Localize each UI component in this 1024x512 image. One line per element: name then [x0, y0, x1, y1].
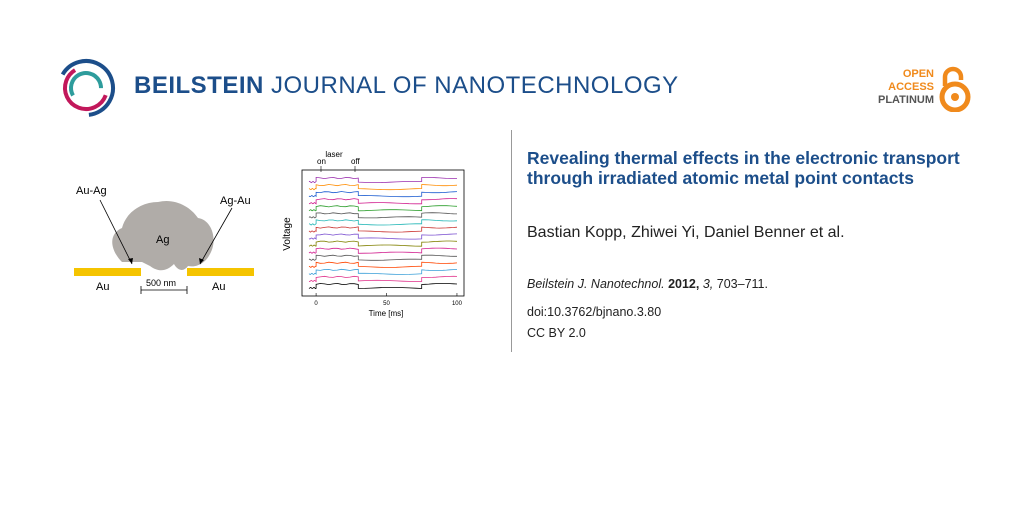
voltage-trace — [308, 247, 458, 254]
junction-schematic: Au-Ag Ag-Au Ag Au Au 500 nm — [74, 185, 254, 294]
plot-frame — [301, 169, 465, 297]
voltage-trace — [308, 212, 458, 219]
x-ticks: 0 50 100 — [314, 293, 463, 307]
label-ag-au: Ag-Au — [220, 195, 251, 207]
vertical-divider — [511, 130, 512, 352]
au-electrode-left — [74, 268, 141, 276]
y-axis-label: Voltage — [282, 217, 293, 251]
voltage-trace — [308, 233, 458, 240]
article-doi[interactable]: doi:10.3762/bjnano.3.80 — [527, 305, 662, 319]
voltage-trace — [308, 176, 457, 184]
journal-name-bold: BEILSTEIN — [134, 72, 264, 99]
ag-particle — [112, 200, 214, 271]
citation-year: 2012, — [668, 277, 700, 291]
voltage-trace — [308, 184, 458, 191]
voltage-trace — [308, 275, 458, 283]
voltage-trace — [308, 191, 458, 198]
article-title[interactable]: Revealing thermal effects in the electro… — [527, 148, 960, 188]
x-tick-label: 0 — [314, 301, 318, 307]
beilstein-logo-icon — [57, 59, 115, 117]
voltage-trace — [308, 254, 457, 261]
voltage-time-plot: 0 50 100 Time [ms] Voltage laser on off — [282, 150, 465, 318]
voltage-trace — [308, 261, 458, 268]
traces — [308, 176, 458, 290]
label-au-ag: Au-Ag — [76, 185, 107, 197]
open-access-badge: OPEN ACCESS PLATINUM — [870, 66, 980, 116]
au-electrode-right — [187, 268, 254, 276]
open-access-line-3: PLATINUM — [877, 94, 934, 106]
x-tick-label: 50 — [383, 301, 390, 307]
article-license[interactable]: CC BY 2.0 — [527, 326, 586, 340]
journal-name: BEILSTEIN JOURNAL OF NANOTECHNOLOGY — [134, 72, 679, 100]
annotation-off: off — [351, 157, 361, 166]
open-access-line-2: ACCESS — [888, 81, 934, 93]
article-authors: Bastian Kopp, Zhiwei Yi, Daniel Benner e… — [527, 224, 845, 241]
label-au-left: Au — [96, 281, 109, 293]
voltage-trace — [308, 282, 458, 290]
article-citation: Beilstein J. Nanotechnol. 2012, 3, 703–7… — [527, 277, 768, 291]
voltage-trace — [308, 205, 458, 212]
x-axis-label: Time [ms] — [369, 309, 404, 318]
x-tick-label: 100 — [452, 301, 463, 307]
annotation-on: on — [317, 157, 326, 166]
voltage-trace — [308, 198, 458, 205]
scale-bar-label: 500 nm — [146, 278, 176, 288]
citation-volume: 3, — [702, 277, 714, 291]
annotation-laser: laser — [325, 150, 343, 159]
open-access-line-1: OPEN — [902, 68, 934, 80]
voltage-trace — [309, 219, 458, 226]
voltage-trace — [308, 268, 458, 275]
citation-journal: Beilstein J. Nanotechnol. — [527, 277, 665, 291]
citation-pages: 703–711. — [716, 277, 768, 291]
label-au-right: Au — [212, 281, 225, 293]
journal-name-rest: JOURNAL OF NANOTECHNOLOGY — [263, 72, 679, 99]
voltage-trace — [308, 226, 458, 233]
label-ag: Ag — [156, 234, 169, 246]
voltage-trace — [308, 240, 458, 247]
open-lock-icon — [939, 66, 971, 112]
